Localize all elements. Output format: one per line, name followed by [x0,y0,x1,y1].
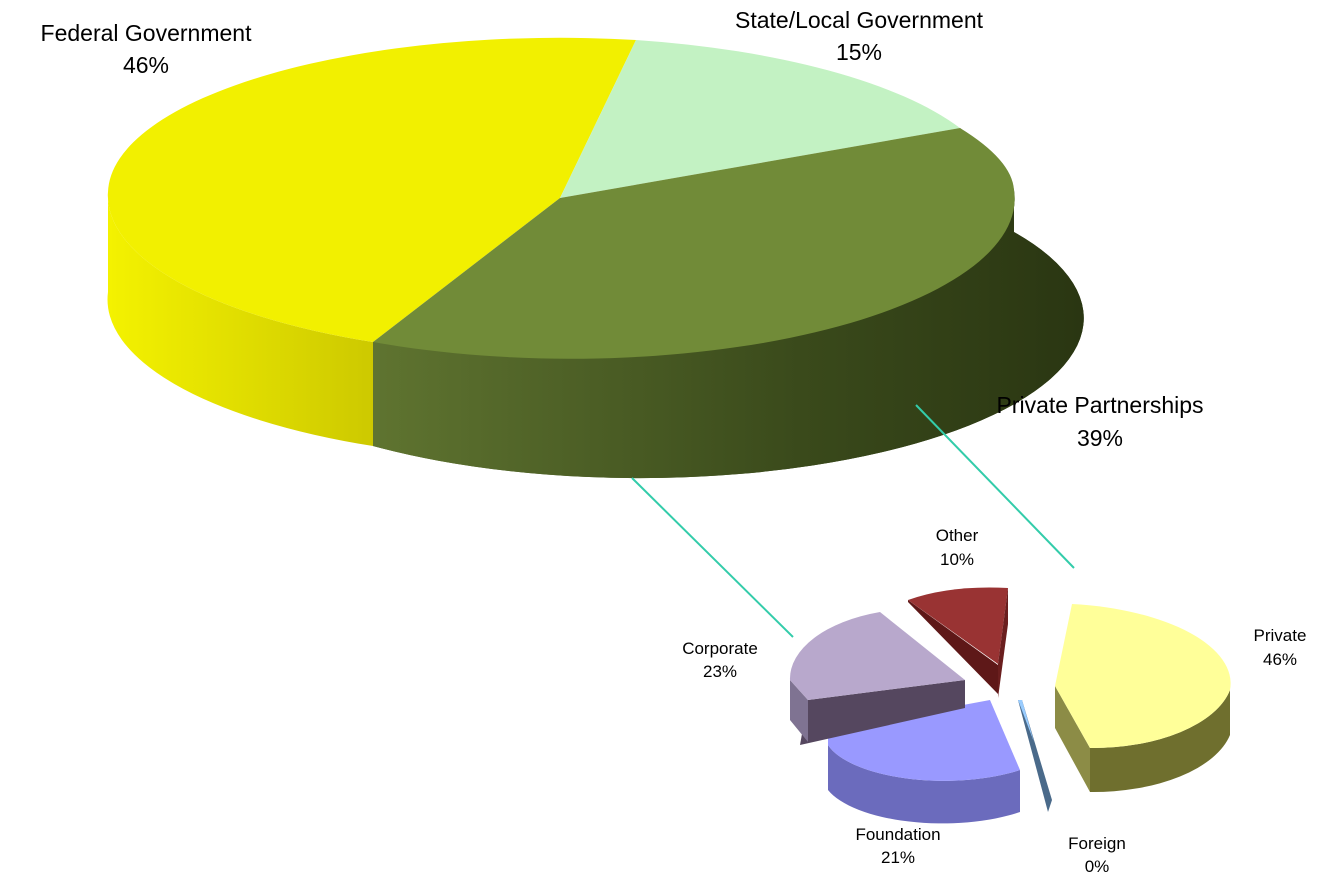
private-value: 46% [1263,650,1297,669]
main-pie-labels: Federal Government 46% State/Local Gover… [41,7,1204,451]
secondary-pie-labels: Private 46% Foreign 0% Foundation 21% Co… [682,526,1306,876]
foreign-slice-edge [1018,700,1034,742]
federal-government-value: 46% [123,52,169,78]
private-partnerships-side-front [373,190,1084,479]
corporate-label: Corporate [682,639,758,658]
other-slice-side-right [998,588,1008,698]
foundation-value: 21% [881,848,915,867]
foreign-value: 0% [1085,857,1110,876]
state-local-government-slice [560,40,960,198]
private-partnerships-label: Private Partnerships [996,392,1203,418]
foundation-slice [828,700,1020,781]
connector-lines [631,404,1075,638]
corporate-value: 23% [703,662,737,681]
foundation-slice-side [828,745,1020,824]
private-label: Private [1254,626,1307,645]
private-slice-side-front [1090,690,1230,793]
corporate-slice [789,612,965,700]
foundation-label: Foundation [855,825,940,844]
private-partnerships-slice [373,128,1015,359]
state-local-government-value: 15% [836,39,882,65]
other-slice-side [908,600,998,694]
federal-government-slice [107,37,636,342]
other-slice [908,587,1008,664]
private-slice [1055,604,1231,749]
connector-line-left [631,477,794,638]
secondary-pie [789,587,1231,824]
connector-line-right [915,404,1075,569]
private-partnerships-value: 39% [1077,425,1123,451]
other-value: 10% [940,550,974,569]
state-local-government-label: State/Local Government [735,7,984,33]
private-slice-side [1055,686,1090,792]
corporate-slice-side-left [790,680,808,742]
foreign-slice [1018,700,1052,812]
federal-government-label: Federal Government [41,20,253,46]
federal-government-side [107,192,374,446]
main-pie-top [107,37,1015,359]
other-label: Other [936,526,979,545]
foreign-label: Foreign [1068,834,1126,853]
corporate-slice-side [800,680,965,745]
